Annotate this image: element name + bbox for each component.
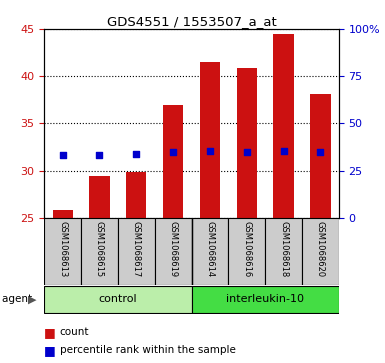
Text: GSM1068617: GSM1068617 bbox=[132, 221, 141, 277]
Text: percentile rank within the sample: percentile rank within the sample bbox=[60, 345, 236, 355]
Bar bbox=[53, 210, 73, 218]
Bar bbox=[118, 218, 155, 285]
Text: ■: ■ bbox=[44, 344, 56, 357]
Text: ■: ■ bbox=[44, 326, 56, 339]
Bar bbox=[302, 218, 339, 285]
Bar bbox=[228, 218, 265, 285]
Bar bbox=[310, 94, 330, 218]
Point bbox=[60, 152, 66, 158]
Bar bbox=[273, 34, 294, 218]
Bar bbox=[192, 218, 228, 285]
Point bbox=[96, 152, 102, 158]
Text: GSM1068613: GSM1068613 bbox=[58, 221, 67, 277]
Bar bbox=[192, 286, 339, 313]
Text: GSM1068619: GSM1068619 bbox=[169, 221, 177, 277]
Text: GSM1068615: GSM1068615 bbox=[95, 221, 104, 277]
Point bbox=[317, 150, 323, 155]
Bar bbox=[44, 218, 81, 285]
Text: GSM1068620: GSM1068620 bbox=[316, 221, 325, 277]
Text: count: count bbox=[60, 327, 89, 337]
Bar bbox=[126, 172, 146, 218]
Title: GDS4551 / 1553507_a_at: GDS4551 / 1553507_a_at bbox=[107, 15, 276, 28]
Text: agent: agent bbox=[2, 294, 35, 305]
Text: GSM1068614: GSM1068614 bbox=[206, 221, 214, 277]
Text: GSM1068618: GSM1068618 bbox=[279, 221, 288, 277]
Point bbox=[170, 150, 176, 155]
Bar bbox=[81, 218, 118, 285]
Point bbox=[244, 149, 250, 155]
Bar bbox=[44, 286, 192, 313]
Text: ▶: ▶ bbox=[28, 294, 36, 305]
Bar bbox=[163, 105, 183, 218]
Bar bbox=[265, 218, 302, 285]
Bar bbox=[237, 68, 257, 218]
Bar bbox=[89, 176, 110, 218]
Bar bbox=[200, 62, 220, 218]
Text: GSM1068616: GSM1068616 bbox=[242, 221, 251, 277]
Point bbox=[281, 148, 287, 154]
Text: interleukin-10: interleukin-10 bbox=[226, 294, 304, 305]
Point bbox=[207, 148, 213, 154]
Bar bbox=[155, 218, 192, 285]
Text: control: control bbox=[99, 294, 137, 305]
Point bbox=[133, 151, 139, 157]
